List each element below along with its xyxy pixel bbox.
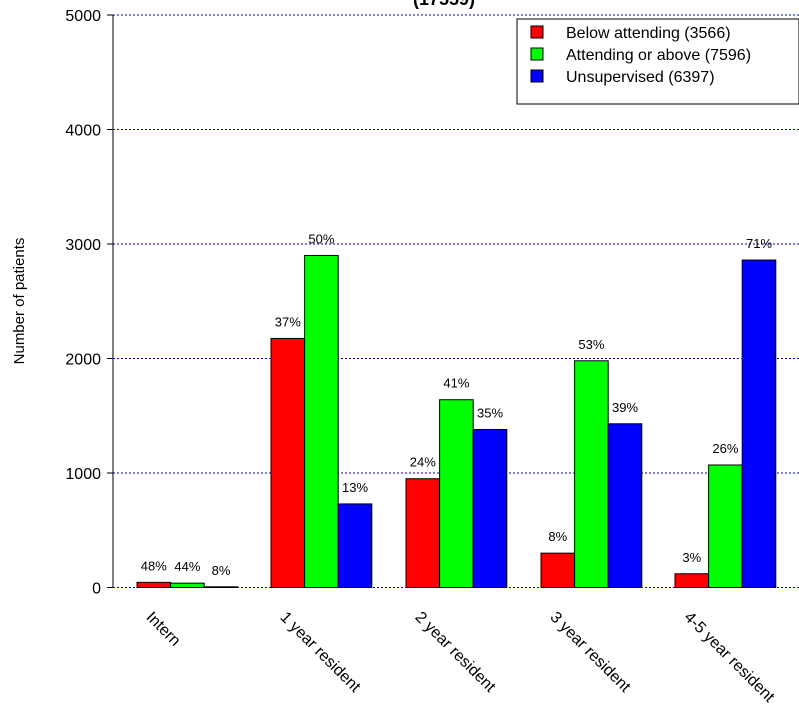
bar [472, 428, 508, 588]
bar [136, 581, 172, 588]
legend: Below attending (3566) Attending or above… [516, 18, 799, 105]
y-axis-ticks: 0 1000 2000 3000 4000 5000 [65, 8, 113, 598]
y-tick-label: 5000 [65, 8, 101, 25]
bar [270, 337, 306, 588]
legend-label: Below attending (3566) [566, 25, 731, 42]
bar-value-label: 3% [682, 550, 701, 565]
x-tick-label: 1 year resident [277, 609, 364, 696]
legend-swatch [530, 25, 544, 39]
bar [439, 399, 474, 588]
x-tick-label: Intern [143, 609, 184, 650]
bar-value-label: 48% [141, 558, 167, 573]
bar-value-label: 8% [548, 529, 567, 544]
bar-value-label: 35% [477, 405, 503, 420]
y-tick-label: 2000 [65, 352, 101, 369]
bar [574, 360, 609, 589]
y-tick-label: 4000 [65, 123, 101, 140]
y-tick-label: 3000 [65, 237, 101, 254]
bar [540, 552, 576, 589]
legend-label: Attending or above (7596) [566, 47, 751, 64]
y-tick-label: 1000 [65, 466, 101, 483]
bar-value-label: 37% [275, 314, 301, 329]
bar [405, 478, 441, 589]
bar-value-label: 50% [308, 231, 334, 246]
x-tick-label: 2 year resident [412, 609, 499, 696]
bar-value-label: 24% [410, 455, 436, 470]
bar-value-label: 13% [342, 480, 368, 495]
y-axis-label: Number of patients [11, 238, 28, 365]
bar-value-label: 71% [746, 236, 772, 251]
bar-value-label: 44% [174, 559, 200, 574]
bar [170, 582, 205, 588]
x-tick-label: 4-5 year resident [681, 609, 778, 706]
bar [304, 254, 339, 588]
chart-title: (17559) [413, 0, 475, 9]
bar-value-label: 41% [443, 376, 469, 391]
bar-value-labels: 48% 37% 24% 8% 3% 44% 50% 41% 53% 26% 8% 13% 35% 39% 7… [141, 231, 773, 577]
bar [708, 464, 743, 588]
legend-swatch [530, 47, 544, 61]
bar-value-label: 53% [578, 337, 604, 352]
legend-label: Unsupervised (6397) [566, 69, 715, 86]
bar [674, 573, 710, 589]
bars [136, 254, 777, 589]
bar-value-label: 39% [612, 400, 638, 415]
y-tick-label: 0 [92, 581, 101, 598]
legend-box [516, 18, 799, 105]
x-axis-tick-labels: Intern 1 year resident 2 year resident 3 ye… [143, 609, 778, 706]
bar [741, 259, 777, 588]
bar [337, 503, 373, 589]
bar [203, 586, 239, 588]
legend-swatch [530, 69, 544, 83]
bar-value-label: 26% [712, 441, 738, 456]
x-tick-label: 3 year resident [547, 609, 634, 696]
bar [607, 423, 643, 589]
bar-value-label: 8% [212, 563, 231, 578]
